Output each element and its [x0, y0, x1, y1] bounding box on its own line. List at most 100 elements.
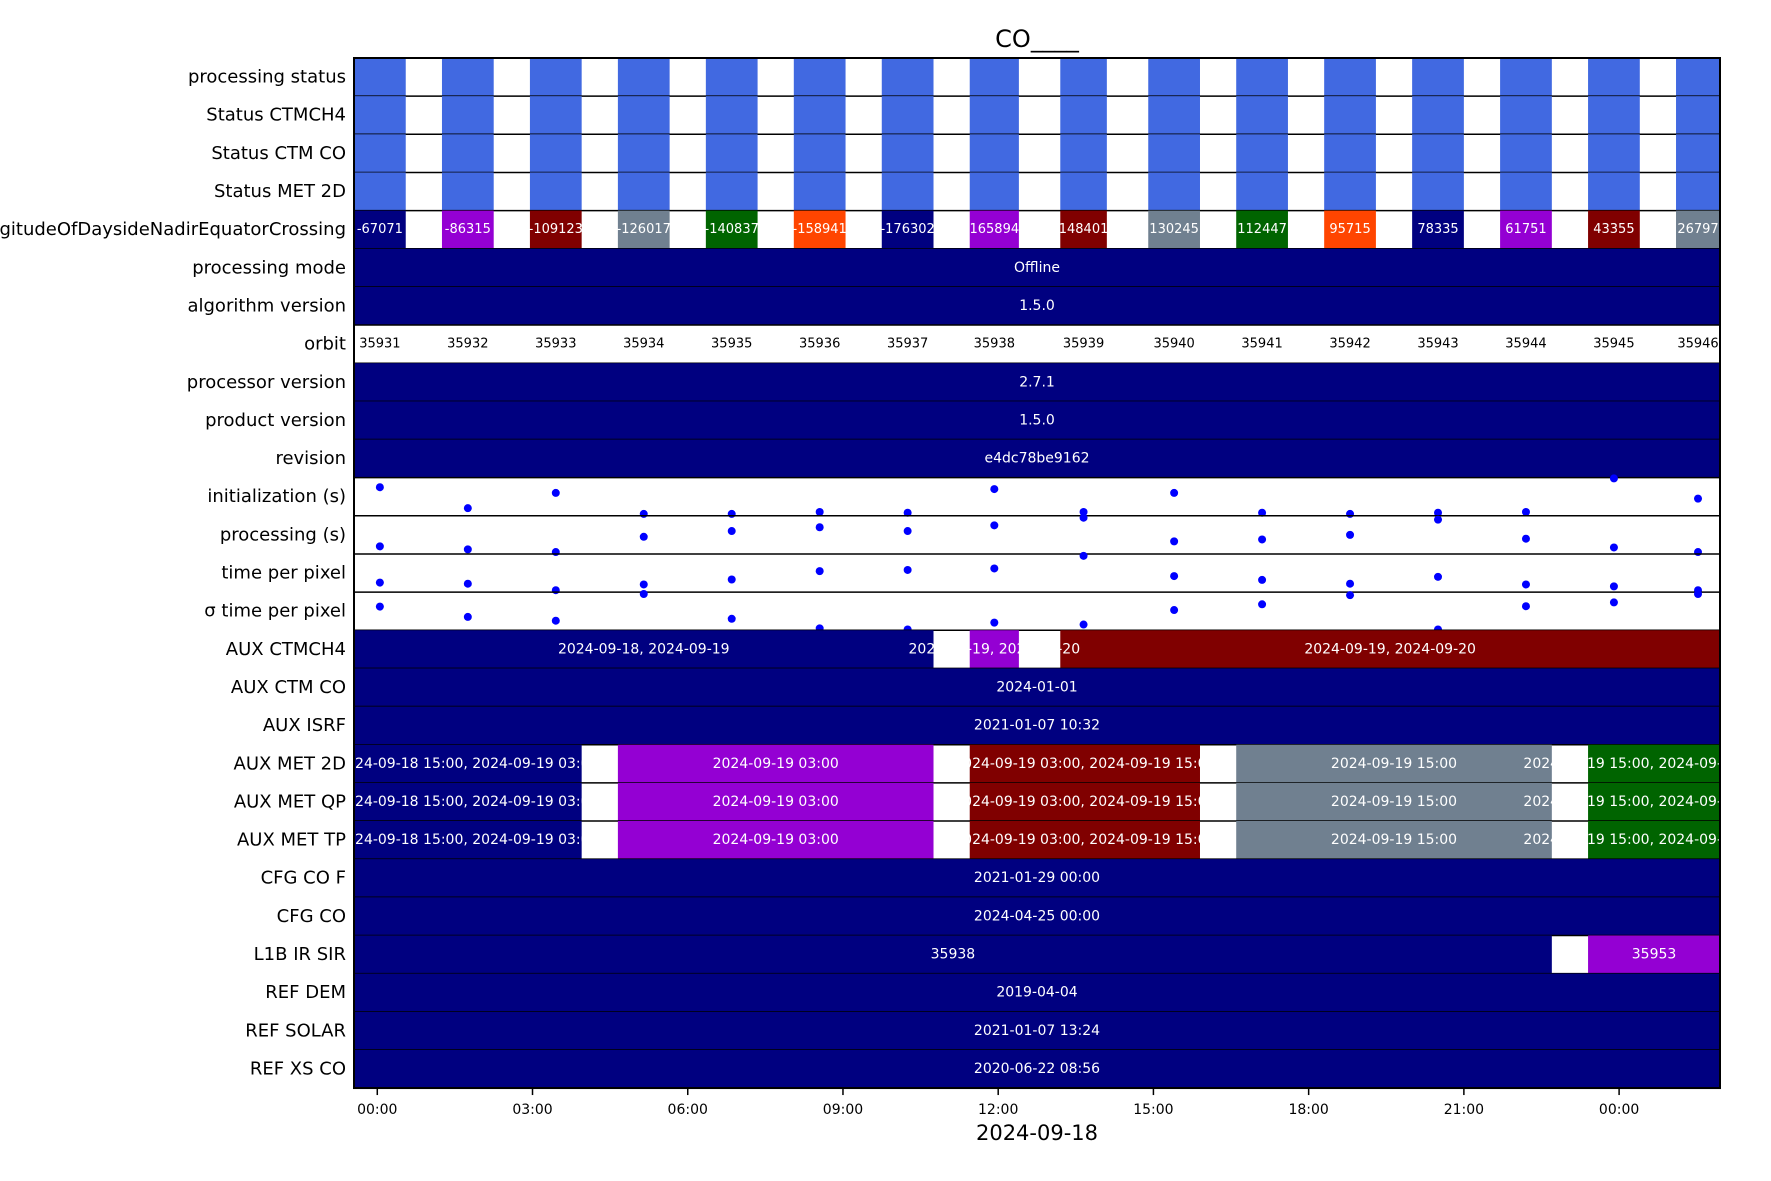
status-bar	[1588, 58, 1640, 97]
segment-label: 2024-09-19 15:00	[1331, 832, 1457, 848]
segment-label: 2024-09-19 03:00	[713, 794, 839, 810]
x-tick-label: 03:00	[512, 1102, 552, 1118]
status-bar	[705, 58, 758, 97]
data-point	[815, 567, 824, 576]
status-bar	[1500, 58, 1552, 97]
status-bar	[354, 172, 406, 211]
status-bar	[529, 96, 582, 135]
data-point	[990, 521, 999, 530]
data-point	[463, 504, 472, 513]
segment-label: 2019-04-04	[996, 985, 1077, 1001]
segment-label: 2024-09-19 03:00, 2024-09-19 15:00	[954, 756, 1215, 772]
row-label: L1B IR SIR	[254, 944, 346, 965]
status-bar	[617, 96, 670, 135]
status-bar	[1412, 58, 1464, 97]
x-tick-label: 12:00	[978, 1102, 1018, 1118]
segment-label: 2024-09-19 15:00	[1331, 794, 1457, 810]
segment-bar	[354, 973, 1720, 1012]
orbit-label: 35932	[447, 337, 488, 352]
segment-bar	[354, 744, 582, 783]
segment-label: 2024-09-19 15:00, 2024-09-20 03:00	[1523, 832, 1771, 848]
status-bar	[1588, 134, 1640, 173]
status-bar	[881, 134, 934, 173]
status-bar	[881, 96, 934, 135]
orbit-label: 35943	[1417, 337, 1458, 352]
row-label: algorithm version	[187, 295, 346, 316]
segment-bar	[354, 630, 934, 669]
longitude-value: 43355	[1593, 222, 1634, 237]
status-bar	[881, 58, 934, 97]
orbit-label: 35937	[887, 337, 928, 352]
longitude-value: -109123	[529, 222, 583, 237]
longitude-value: 78335	[1417, 222, 1458, 237]
orbit-label: 35938	[974, 337, 1015, 352]
status-bar	[1500, 96, 1552, 135]
status-bar	[705, 172, 758, 211]
longitude-bar	[354, 210, 406, 249]
longitude-value: -158941	[793, 222, 847, 237]
row-label: AUX MET QP	[234, 791, 346, 812]
segment-bar	[354, 401, 1720, 440]
segment-bar	[1236, 821, 1552, 860]
row-label: AUX CTMCH4	[226, 639, 346, 660]
status-bar	[354, 96, 406, 135]
segment-bar	[354, 821, 582, 860]
segment-label: 2.7.1	[1019, 374, 1055, 390]
data-point	[463, 579, 472, 588]
orbit-label: 35944	[1505, 337, 1546, 352]
status-bar	[1236, 96, 1288, 135]
segment-label: 2024-09-19 15:00	[1331, 756, 1457, 772]
status-bar	[969, 58, 1019, 97]
x-tick-label: 15:00	[1133, 1102, 1173, 1118]
segment-bar	[969, 821, 1200, 860]
data-point	[727, 575, 736, 584]
data-point	[375, 542, 384, 551]
segment-label: 2020-06-22 08:56	[974, 1061, 1100, 1077]
segment-label: 1.5.0	[1019, 412, 1055, 428]
row-label: processor version	[187, 372, 346, 393]
longitude-bar	[705, 210, 758, 249]
segment-label: 35938	[931, 947, 976, 963]
row-label: Status CTM CO	[211, 143, 346, 164]
status-bar	[1236, 172, 1288, 211]
row-label: REF DEM	[265, 982, 346, 1003]
status-bar	[529, 134, 582, 173]
data-point	[1079, 513, 1088, 522]
segment-bar	[354, 248, 1720, 287]
orbit-label: 35934	[623, 337, 664, 352]
data-point	[1609, 474, 1618, 483]
status-bar	[1148, 134, 1200, 173]
data-point	[903, 565, 912, 574]
longitude-bar	[1676, 210, 1720, 249]
segment-bar	[354, 897, 1720, 936]
segment-bar	[1588, 744, 1720, 783]
status-bar	[1588, 96, 1640, 135]
status-bar	[1412, 134, 1464, 173]
segment-bar	[354, 706, 1720, 745]
longitude-value: -176302	[880, 222, 934, 237]
row-label: orbit	[304, 334, 346, 355]
row-labels: processing status Status CTMCH4 Status CTM…	[0, 67, 346, 1080]
status-bar	[793, 96, 846, 135]
data-point	[1521, 534, 1530, 543]
segment-bar	[354, 439, 1720, 478]
longitude-bar	[793, 210, 846, 249]
longitude-value: 148401	[1059, 222, 1109, 237]
longitude-bar	[1236, 210, 1288, 249]
status-bar	[1060, 96, 1107, 135]
data-point	[1609, 598, 1618, 607]
status-bar	[441, 134, 494, 173]
orbit-label: 35940	[1153, 337, 1194, 352]
segment-bar	[354, 363, 1720, 402]
segment-bar	[1236, 744, 1552, 783]
status-bar	[1676, 172, 1720, 211]
orbit-label: 35931	[359, 337, 400, 352]
status-bar	[1148, 96, 1200, 135]
data-point	[551, 488, 560, 497]
segment-label: 2024-09-19 03:00, 2024-09-19 15:00	[954, 794, 1215, 810]
data-point	[1079, 620, 1088, 629]
status-bar	[529, 172, 582, 211]
data-point	[1609, 582, 1618, 591]
longitude-bar	[441, 210, 494, 249]
